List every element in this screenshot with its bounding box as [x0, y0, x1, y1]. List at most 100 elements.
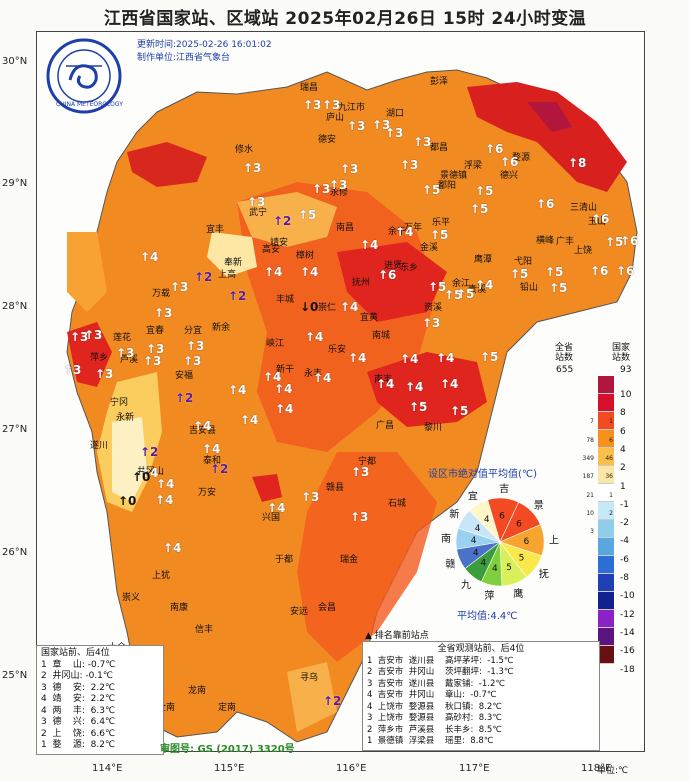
- temp-change-arrow: ↑4: [360, 238, 379, 252]
- temp-change-arrow: ↑3: [413, 135, 432, 149]
- temp-change-arrow: ↑3: [312, 182, 331, 196]
- temp-change-arrow: ↑3: [84, 328, 103, 342]
- city-label: 宜丰: [206, 225, 225, 235]
- lat-label: 26°N: [2, 547, 28, 558]
- temp-change-arrow: ↓0: [300, 300, 319, 314]
- temp-change-arrow: ↑5: [430, 228, 449, 242]
- lat-label: 28°N: [2, 301, 28, 312]
- pie-label: 宜: [468, 489, 478, 502]
- legend-swatch: [598, 610, 614, 628]
- national-rank-row: 1 章 山: -0.7℃: [41, 659, 116, 670]
- city-label: 横峰: [536, 236, 555, 246]
- temp-change-arrow: ↑4: [348, 351, 367, 365]
- temp-change-arrow: ↑3: [243, 161, 262, 175]
- national-rank-row: 4 两 丰: 6.3℃: [41, 705, 116, 716]
- province-rank-row: 1 景德镇 浮梁县 瑶里: 8.8℃: [367, 736, 494, 746]
- city-label: 分宜: [184, 326, 203, 336]
- pie-value: 4: [481, 559, 487, 569]
- legend-province-count: 349: [582, 454, 594, 462]
- city-label: 会昌: [318, 603, 337, 613]
- temp-change-arrow: ↑6: [536, 197, 555, 211]
- city-label: 进贤: [384, 261, 403, 271]
- city-label: 定南: [218, 703, 237, 713]
- pie-value: 6: [516, 520, 522, 530]
- city-label: 上饶: [574, 246, 593, 256]
- lon-label: 117°E: [459, 763, 490, 774]
- national-rank-row: 3 德 安: 2.2℃: [41, 682, 116, 693]
- city-label: 彭泽: [430, 77, 449, 87]
- temp-change-arrow: ↑3: [116, 346, 135, 360]
- city-label: 上犹: [152, 571, 171, 581]
- pie-label: 萍: [484, 590, 494, 602]
- pie-value: 6: [499, 512, 505, 522]
- temp-change-arrow: ↑3: [385, 126, 404, 140]
- map-title: 江西省国家站、区域站 2025年02月26日 15时 24小时变温: [103, 9, 587, 29]
- city-label: 东乡: [400, 263, 419, 273]
- temp-change-arrow: ↑4: [202, 442, 221, 456]
- temp-change-arrow: ↑3: [350, 510, 369, 524]
- pie-label: 鹰: [513, 587, 523, 600]
- legend-province-count: 187: [582, 473, 594, 481]
- legend-value: -12: [620, 609, 635, 620]
- national-rank-row: 4 靖 安: 2.2℃: [41, 694, 116, 704]
- city-label: 崇仁: [318, 303, 337, 313]
- city-label: 靖安: [270, 238, 289, 248]
- province-rank-row: 3 上饶市 婺源县 高砂村: 8.3℃: [367, 713, 502, 723]
- update-info: 更新时间:2025-02-26 16:01:02 制作单位:江西省气象台: [137, 39, 272, 65]
- temp-change-arrow: ↑3: [347, 119, 366, 133]
- temp-change-arrow: ↑4: [275, 402, 294, 416]
- city-label: 万安: [198, 488, 217, 498]
- temp-change-arrow: ↑4: [155, 493, 174, 507]
- legend-value: 2: [620, 463, 626, 474]
- temp-change-arrow: ↑3: [303, 98, 322, 112]
- temp-change-arrow: ↑2: [194, 270, 213, 284]
- city-label: 上高: [218, 270, 237, 280]
- temp-change-arrow: ↑3: [154, 306, 173, 320]
- legend-province-count: 78: [586, 436, 594, 444]
- temp-change-arrow: ↑4: [274, 382, 293, 396]
- temp-change-arrow: ↑3: [340, 162, 359, 176]
- temp-change-arrow: ↑4: [405, 380, 424, 394]
- temp-change-arrow: ↑4: [305, 330, 324, 344]
- temp-change-arrow: ↑3: [63, 363, 82, 377]
- legend-value: -1: [620, 499, 629, 510]
- legend-value: -6: [620, 554, 629, 565]
- national-rank-row: 2 上 饶: 6.6℃: [41, 728, 116, 739]
- legend-swatch: [598, 376, 614, 394]
- city-label: 余干: [388, 227, 407, 237]
- city-label: 安远: [290, 607, 309, 617]
- temp-change-arrow: ↑4: [395, 225, 414, 239]
- city-label: 泰和: [203, 456, 222, 466]
- city-label: 于都: [275, 555, 294, 565]
- legend-national-count: 1: [609, 418, 613, 426]
- pie-label: 九: [461, 579, 471, 591]
- temp-change-arrow: ↑4: [140, 250, 159, 264]
- pie-title: 设区市绝对值平均值(℃): [428, 469, 538, 480]
- province-rank-row: 2 吉安市 井冈山 茨坪翻坪: -1.3℃: [367, 667, 514, 677]
- temp-change-arrow: ↑4: [340, 300, 359, 314]
- legend-province-count: 3: [590, 528, 594, 536]
- temp-change-arrow: ↑4: [436, 351, 455, 365]
- pie-average: 平均值:4.4℃: [457, 611, 518, 622]
- pie-value: 4: [492, 564, 498, 574]
- legend-value: -10: [620, 591, 635, 602]
- legend-value: -14: [620, 627, 635, 638]
- temp-change-arrow: ↑6: [620, 234, 639, 248]
- temp-change-arrow: ↑3: [143, 354, 162, 368]
- city-label: 龙南: [188, 686, 207, 696]
- pie-value: 5: [506, 563, 512, 573]
- city-label: 德兴: [500, 171, 519, 181]
- temp-change-arrow: ↑4: [264, 265, 283, 279]
- temp-change-arrow: ↑4: [267, 501, 286, 515]
- temp-change-arrow: ↑5: [470, 202, 489, 216]
- lat-label: 27°N: [2, 424, 28, 435]
- city-label: 景德镇: [440, 171, 468, 181]
- city-label: 安福: [175, 371, 194, 381]
- city-label: 万载: [152, 289, 171, 299]
- temp-change-arrow: ↑5: [480, 350, 499, 364]
- city-label: 新余: [212, 323, 231, 333]
- cma-logo-icon: [46, 38, 122, 114]
- temp-change-arrow: ↑5: [428, 280, 447, 294]
- temp-change-arrow: ↑4: [193, 419, 212, 433]
- city-label: 金溪: [420, 243, 439, 253]
